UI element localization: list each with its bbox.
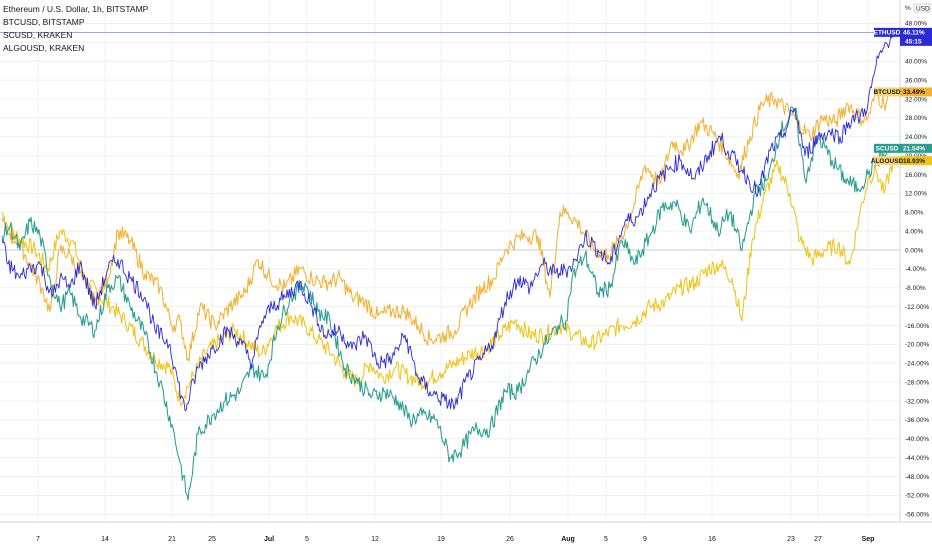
symbol-tag-algousd: [874, 156, 900, 166]
x-tick-label: Aug: [561, 536, 575, 543]
symbol-tag-btcusd: [874, 87, 900, 97]
y-tick-label: -32.00%: [905, 398, 929, 405]
y-tick-label: 36.00%: [905, 77, 927, 84]
x-tick-label: Sep: [862, 536, 875, 543]
price-badge-algousd: [900, 156, 932, 166]
x-tick-label: 7: [36, 536, 40, 543]
legend-btcusd[interactable]: BTCUSD, BITSTAMP: [3, 17, 85, 27]
y-tick-label: -40.00%: [905, 436, 929, 443]
y-tick-label: 32.00%: [905, 96, 927, 103]
y-tick-label: -48.00%: [905, 474, 929, 481]
y-tick-label: 28.00%: [905, 115, 927, 122]
symbol-tag-label: ALGOUSD: [871, 158, 904, 165]
x-tick-label: 5: [305, 536, 309, 543]
y-tick-label: 24.00%: [905, 134, 927, 141]
y-tick-label: -36.00%: [905, 417, 929, 424]
y-tick-label: 4.00%: [905, 228, 924, 235]
symbol-tag-label: BTCUSD: [873, 89, 900, 96]
chart-legend: Ethereum / U.S. Dollar, 1h, BITSTAMP BTC…: [3, 3, 148, 55]
y-tick-label: 8.00%: [905, 210, 924, 217]
currency-label[interactable]: USD: [916, 5, 930, 12]
symbol-tag-scusd: [874, 143, 900, 153]
series-line-btcusd: [1, 89, 894, 362]
x-tick-label: Jul: [264, 536, 274, 543]
x-tick-label: 25: [208, 536, 216, 543]
symbol-tag-label: SCUSD: [876, 146, 899, 153]
price-badge-value: 21.54%: [903, 146, 925, 153]
series-line-algousd: [1, 159, 894, 407]
symbol-tag-label: ETHUSD: [874, 30, 901, 37]
y-tick-label: -24.00%: [905, 361, 929, 368]
x-tick-label: 12: [371, 536, 379, 543]
y-tick-label: 48.00%: [905, 21, 927, 28]
y-tick-label: -28.00%: [905, 379, 929, 386]
y-tick-label: -44.00%: [905, 455, 929, 462]
series-line-ethusd: [1, 32, 894, 411]
x-tick-label: 21: [168, 536, 176, 543]
x-tick-label: 27: [814, 536, 822, 543]
y-tick-label: 16.00%: [905, 172, 927, 179]
currency-box: [913, 3, 931, 13]
x-tick-label: 26: [506, 536, 514, 543]
y-tick-label: 0.00%: [905, 247, 924, 254]
y-tick-label: -56.00%: [905, 512, 929, 519]
y-tick-label: -8.00%: [905, 285, 926, 292]
x-tick-label: 5: [604, 536, 608, 543]
grid-layer: [0, 0, 900, 522]
x-tick-label: 16: [708, 536, 716, 543]
x-tick-label: 14: [101, 536, 109, 543]
legend-main-symbol[interactable]: Ethereum / U.S. Dollar, 1h, BITSTAMP: [3, 4, 149, 14]
legend-algousd[interactable]: ALGOUSD, KRAKEN: [3, 43, 85, 53]
price-badge-countdown: 45:15: [905, 38, 922, 45]
percent-scale-label[interactable]: %: [905, 5, 911, 12]
price-badge-btcusd: [900, 87, 932, 97]
y-tick-label: -12.00%: [905, 304, 929, 311]
x-tick-label: 23: [787, 536, 795, 543]
badge-layer: ETHUSD 46.11%45:15 BTCUSD 33.49% SCUSD 21.54%…: [871, 27, 932, 166]
symbol-tag-ethusd: [874, 27, 900, 37]
y-tick-label: -16.00%: [905, 323, 929, 330]
price-badge-value: 46.11%: [903, 30, 925, 37]
price-badge-value: 33.49%: [903, 89, 925, 96]
x-tick-label: 9: [643, 536, 647, 543]
y-tick-label: -20.00%: [905, 342, 929, 349]
y-tick-label: 12.00%: [905, 191, 927, 198]
legend-scusd[interactable]: SCUSD, KRAKEN: [3, 30, 73, 40]
price-badge-ethusd: [900, 27, 932, 46]
price-badge-scusd: [900, 143, 932, 153]
x-tick-label: 19: [437, 536, 445, 543]
y-tick-label: -4.00%: [905, 266, 926, 273]
y-tick-label: -52.00%: [905, 493, 929, 500]
price-badge-value: 18.93%: [903, 158, 925, 165]
series-line-scusd: [1, 106, 894, 501]
y-tick-label: 40.00%: [905, 59, 927, 66]
series-layer: [0, 32, 900, 501]
